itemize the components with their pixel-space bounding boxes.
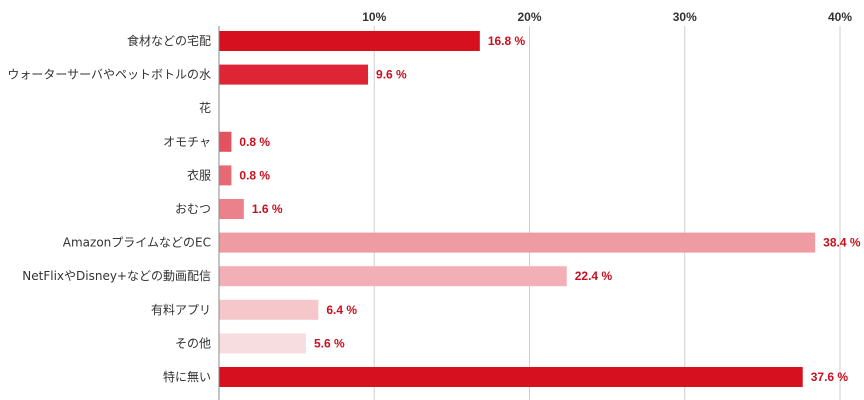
category-label-0: 食材などの宅配	[127, 33, 211, 48]
category-label-7: NetFlixやDisney+などの動画配信	[22, 269, 211, 283]
x-tick-label-10: 10%	[362, 10, 386, 24]
category-label-8: 有料アプリ	[151, 303, 211, 317]
bar-5	[219, 199, 244, 219]
bar-1	[219, 64, 369, 85]
category-label-2: 花	[199, 100, 211, 115]
bar-7	[219, 266, 567, 287]
bar-0	[219, 31, 480, 51]
category-label-4: 衣服	[187, 167, 211, 182]
x-tick-label-30: 30%	[673, 10, 697, 24]
value-label-6: 38.4 %	[823, 236, 861, 250]
value-label-10: 37.6 %	[811, 370, 849, 384]
category-label-9: その他	[175, 336, 211, 350]
x-tick-label-40: 40%	[828, 10, 852, 24]
value-label-3: 0.8 %	[239, 135, 270, 149]
bar-9	[219, 333, 306, 354]
bar-4	[219, 165, 232, 186]
bar-10	[219, 367, 803, 387]
x-tick-label-20: 20%	[517, 10, 541, 24]
bar-8	[219, 299, 319, 320]
value-label-8: 6.4 %	[326, 303, 357, 317]
bar-3	[219, 131, 232, 152]
value-label-5: 1.6 %	[252, 202, 283, 216]
value-label-4: 0.8 %	[239, 168, 270, 182]
value-labels: 16.8 % 9.6 % 0.8 % 0.8 % 1.6 % 38.4 % 22.4 % 6.…	[239, 34, 860, 384]
value-label-0: 16.8 %	[488, 34, 526, 48]
value-label-1: 9.6 %	[376, 68, 407, 82]
category-label-1: ウォーターサーバやペットボトルの水	[7, 68, 211, 82]
category-label-6: AmazonプライムなどのEC	[63, 236, 211, 250]
value-label-9: 5.6 %	[314, 336, 345, 350]
x-tick-labels: 10% 20% 30% 40%	[362, 10, 852, 24]
value-label-7: 22.4 %	[575, 269, 613, 283]
bars	[219, 31, 816, 387]
bar-6	[219, 232, 816, 253]
category-label-3: オモチャ	[163, 135, 211, 149]
grid-lines	[373, 26, 841, 400]
category-label-5: おむつ	[175, 202, 211, 216]
category-label-10: 特に無い	[163, 369, 211, 384]
